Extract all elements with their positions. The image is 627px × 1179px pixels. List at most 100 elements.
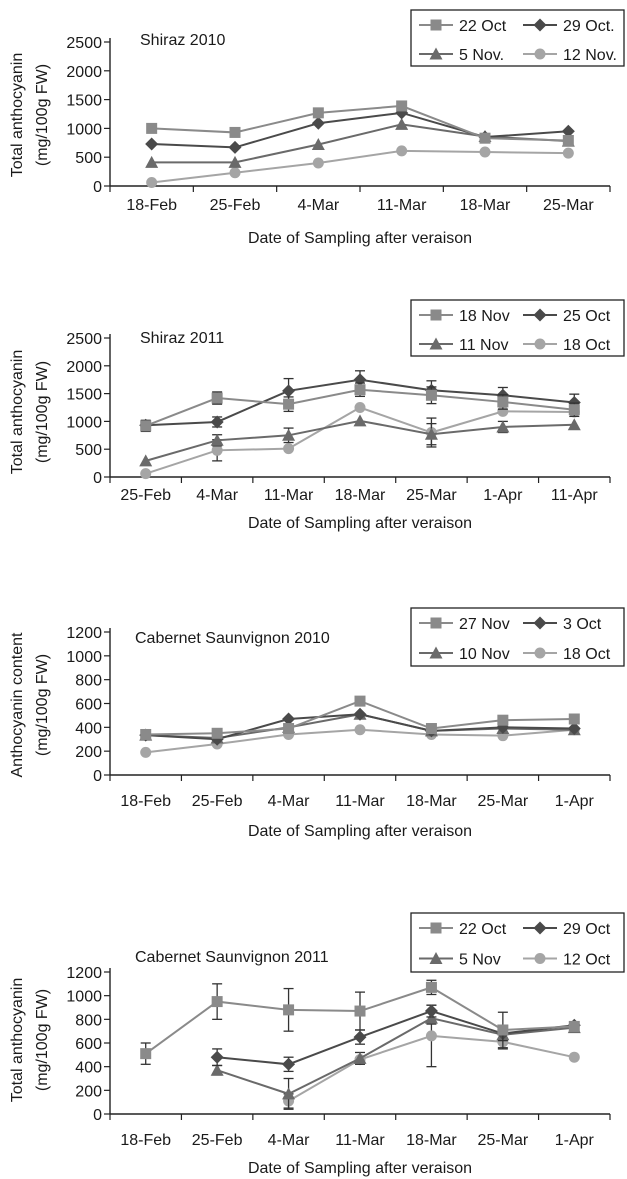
y-tick-label: 1000 [66,649,102,666]
data-point [146,122,158,134]
data-point [312,157,324,169]
legend-entry: 29 Oct. [563,18,615,35]
y-axis-label-unit: (mg/100g FW) [34,361,51,463]
legend-marker [534,48,546,60]
series-line [151,149,569,184]
data-point [282,1057,296,1071]
y-tick-label: 0 [93,470,102,487]
series [145,106,575,154]
data-point [210,1050,224,1064]
legend-marker [533,921,547,935]
data-point [425,389,437,401]
legend-entry: 18 Nov [459,308,510,325]
data-point [354,1005,366,1017]
data-point [140,1048,152,1060]
series-line [151,104,569,142]
x-tick-label: 18-Feb [120,1132,171,1149]
legend-marker [429,646,443,659]
legend-entry: 10 Nov [459,646,510,663]
data-point [561,124,575,138]
data-point [283,723,295,735]
x-tick-label: 18-Feb [120,793,171,810]
x-tick-label: 18-Mar [406,1132,457,1149]
legend-marker [429,47,443,60]
data-point [562,134,574,146]
series-line [151,123,569,164]
y-axis-label: Total anthocyanin [9,53,26,178]
data-point [139,454,153,467]
data-point [424,427,438,440]
data-point [395,117,409,130]
x-axis-label: Date of Sampling after veraison [248,823,472,840]
data-point [568,404,580,416]
series-line [151,111,569,149]
x-tick-label: 4-Mar [297,197,339,214]
chart-panel-3: 0 200 400 600 800 1000 1200 18-Feb 25-Feb 4-Mar 11… [9,607,625,840]
y-tick-label: 800 [75,673,102,690]
chart-panel-2: 0 500 1000 1500 2000 2500 25-Feb 4-Mar 11-Mar 18-… [9,299,625,532]
data-point [311,116,325,130]
y-tick-label: 0 [93,179,102,196]
data-point [211,444,223,456]
chart-title: Cabernet Saunvignon 2011 [135,949,329,966]
data-point [353,414,367,427]
data-point [211,392,223,404]
y-tick-label: 400 [75,720,102,737]
legend-marker [534,953,546,964]
chart-title: Cabernet Saunvignon 2010 [135,630,330,647]
data-point [283,443,295,455]
data-point [146,177,158,189]
legend-marker [430,19,442,31]
legend-entry: 27 Nov [459,616,510,633]
series [210,1004,581,1073]
legend-entry: 22 Oct [459,18,507,35]
x-tick-label: 11-Apr [551,487,599,504]
x-tick-label: 1-Apr [555,793,595,810]
data-point [229,167,241,179]
data-point [497,714,509,726]
data-point [353,707,367,721]
data-point [567,722,581,736]
x-tick-label: 18-Mar [460,197,511,214]
legend-entry: 29 Oct [563,921,611,938]
y-axis-label: Total anthocyanin [9,350,26,475]
y-tick-label: 1500 [66,387,102,404]
x-tick-label: 11-Mar [264,487,314,504]
legend-marker [534,647,546,659]
data-point [282,1087,296,1100]
x-tick-label: 11-Mar [335,793,385,810]
data-point [479,146,491,158]
data-point [353,1051,367,1064]
legend-box [410,9,625,67]
x-tick-label: 18-Mar [406,793,457,810]
legend: 22 Oct 29 Oct 5 Nov 12 Oct [410,912,625,973]
y-tick-label: 1000 [66,989,102,1006]
data-point [354,695,366,707]
legend-marker [429,337,443,350]
x-tick-label: 25-Mar [543,197,594,214]
legend-entry: 18 Oct [563,337,611,354]
series [139,414,581,467]
data-point [396,100,408,112]
data-point [228,140,242,154]
legend: 22 Oct 29 Oct. 5 Nov. 12 Nov. [410,9,625,67]
y-tick-label: 1000 [66,121,102,138]
x-tick-label: 25-Feb [192,793,243,810]
y-axis-label-unit: (mg/100g FW) [34,654,51,756]
data-point [479,132,491,144]
data-point [353,1030,367,1044]
legend-box [410,912,625,973]
chart-panel-1: 0 500 1000 1500 2000 2500 18-Feb 25-Feb 4-Mar 11-… [9,9,625,247]
data-point [396,145,408,157]
legend-marker [533,616,547,630]
legend-entry: 12 Oct [563,952,611,969]
legend-marker [430,617,442,629]
data-point [425,1030,437,1042]
y-tick-label: 1200 [66,965,102,982]
legend-box [410,299,625,357]
data-point [145,155,159,168]
series [210,1011,581,1110]
legend-marker [429,952,443,964]
y-tick-label: 600 [75,1036,102,1053]
y-tick-label: 800 [75,1012,102,1029]
